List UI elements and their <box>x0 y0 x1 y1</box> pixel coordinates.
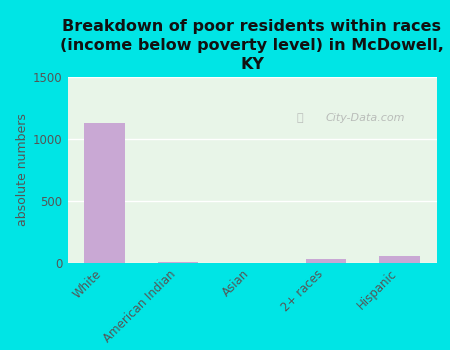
Title: Breakdown of poor residents within races
(income below poverty level) in McDowel: Breakdown of poor residents within races… <box>60 20 444 72</box>
Text: City-Data.com: City-Data.com <box>326 113 405 123</box>
Text: ⓘ: ⓘ <box>297 113 303 123</box>
Bar <box>379 256 420 262</box>
Bar <box>84 123 125 262</box>
Bar <box>306 259 346 262</box>
Y-axis label: absolute numbers: absolute numbers <box>16 113 29 226</box>
Bar <box>158 261 198 262</box>
